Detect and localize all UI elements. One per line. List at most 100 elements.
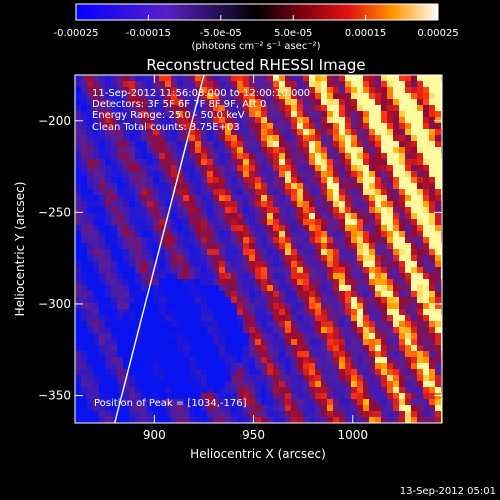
heatmap-cell xyxy=(423,207,430,214)
heatmap-cell xyxy=(207,153,214,160)
heatmap-cell xyxy=(111,249,118,256)
heatmap-cell xyxy=(147,411,154,418)
heatmap-cell xyxy=(399,147,406,154)
heatmap-cell xyxy=(249,99,256,106)
heatmap-cell xyxy=(315,417,322,423)
heatmap-cell xyxy=(399,177,406,184)
heatmap-cell xyxy=(201,159,208,166)
heatmap-cell xyxy=(141,411,148,418)
heatmap-cell xyxy=(309,405,316,412)
heatmap-cell xyxy=(381,81,388,88)
heatmap-cell xyxy=(147,309,154,316)
heatmap-cell xyxy=(129,387,136,394)
heatmap-cell xyxy=(117,231,124,238)
heatmap-cell xyxy=(207,183,214,190)
heatmap-cell xyxy=(105,291,112,298)
heatmap-cell xyxy=(327,201,334,208)
heatmap-cell xyxy=(207,369,214,376)
heatmap-cell xyxy=(327,123,334,130)
heatmap-cell xyxy=(387,117,394,124)
heatmap-cell xyxy=(279,183,286,190)
heatmap-cell xyxy=(375,285,382,292)
heatmap-cell xyxy=(159,75,166,82)
heatmap-cell xyxy=(405,351,412,358)
heatmap-cell xyxy=(135,171,142,178)
heatmap-cell xyxy=(195,255,202,262)
heatmap-cell xyxy=(87,321,94,328)
heatmap-cell xyxy=(255,213,262,220)
heatmap-cell xyxy=(411,303,418,310)
heatmap-cell xyxy=(405,381,412,388)
heatmap-cell xyxy=(165,207,172,214)
heatmap-cell xyxy=(327,105,334,112)
heatmap-cell xyxy=(225,387,232,394)
heatmap-cell xyxy=(387,243,394,250)
heatmap-cell xyxy=(87,243,94,250)
heatmap-cell xyxy=(207,363,214,370)
heatmap-cell xyxy=(255,411,262,418)
heatmap-cell xyxy=(363,351,370,358)
heatmap-cell xyxy=(105,81,112,88)
heatmap-cell xyxy=(219,117,226,124)
heatmap-cell xyxy=(411,405,418,412)
heatmap-cell xyxy=(423,231,430,238)
heatmap-cell xyxy=(393,411,400,418)
heatmap-cell xyxy=(375,231,382,238)
heatmap-cell xyxy=(99,141,106,148)
heatmap-cell xyxy=(81,411,88,418)
heatmap-cell xyxy=(249,357,256,364)
heatmap-cell xyxy=(429,339,436,346)
heatmap-cell xyxy=(399,201,406,208)
heatmap-cell xyxy=(363,135,370,142)
heatmap-cell xyxy=(165,141,172,148)
heatmap-cell xyxy=(381,165,388,172)
heatmap-cell xyxy=(111,315,118,322)
heatmap-cell xyxy=(381,315,388,322)
heatmap-cell xyxy=(273,129,280,136)
heatmap-cell xyxy=(255,279,262,286)
heatmap-cell xyxy=(291,177,298,184)
heatmap-cell xyxy=(81,363,88,370)
heatmap-cell xyxy=(339,105,346,112)
heatmap-cell xyxy=(165,267,172,274)
heatmap-cell xyxy=(345,273,352,280)
heatmap-cell xyxy=(249,291,256,298)
heatmap-cell xyxy=(81,345,88,352)
heatmap-cell xyxy=(303,129,310,136)
heatmap-cell xyxy=(87,393,94,400)
heatmap-cell xyxy=(279,381,286,388)
heatmap-cell xyxy=(117,183,124,190)
heatmap-cell xyxy=(135,399,142,406)
heatmap-cell xyxy=(225,93,232,100)
heatmap-cell xyxy=(333,255,340,262)
heatmap-cell xyxy=(345,249,352,256)
heatmap-cell xyxy=(405,165,412,172)
heatmap-cell xyxy=(261,111,268,118)
heatmap-cell xyxy=(117,141,124,148)
heatmap-cell xyxy=(93,105,100,112)
heatmap-cell xyxy=(231,291,238,298)
heatmap-cell xyxy=(309,153,316,160)
heatmap-cell xyxy=(75,405,82,412)
heatmap-cell xyxy=(339,189,346,196)
heatmap-cell xyxy=(399,267,406,274)
heatmap-cell xyxy=(249,363,256,370)
heatmap-cell xyxy=(327,375,334,382)
heatmap-cell xyxy=(261,249,268,256)
heatmap-cell xyxy=(357,411,364,418)
heatmap-cell xyxy=(231,273,238,280)
heatmap-cell xyxy=(141,375,148,382)
heatmap-cell xyxy=(249,105,256,112)
heatmap-cell xyxy=(285,165,292,172)
colorbar-tick-label: -5.0e-05 xyxy=(200,28,242,39)
heatmap-cell xyxy=(147,117,154,124)
heatmap-cell xyxy=(81,87,88,94)
heatmap-cell xyxy=(99,195,106,202)
heatmap-cell xyxy=(141,279,148,286)
heatmap-cell xyxy=(225,339,232,346)
heatmap-cell xyxy=(213,111,220,118)
heatmap-cell xyxy=(405,363,412,370)
heatmap-cell xyxy=(237,177,244,184)
heatmap-cell xyxy=(399,357,406,364)
heatmap-cell xyxy=(249,333,256,340)
